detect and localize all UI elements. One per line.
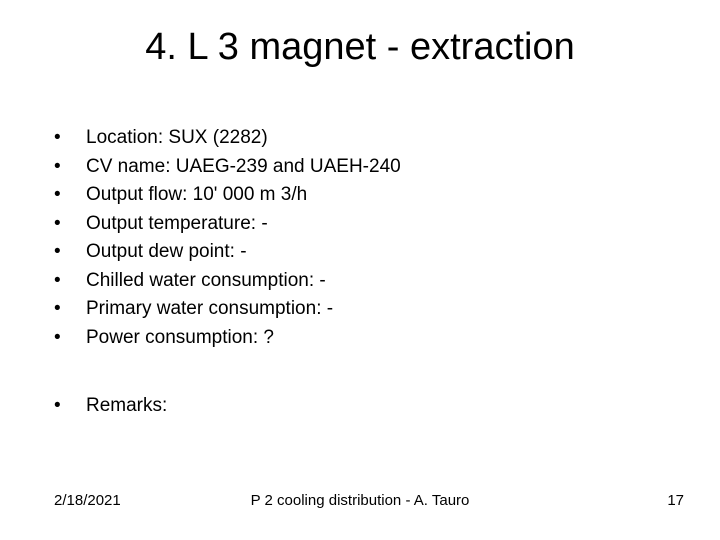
bullet-icon: • bbox=[54, 153, 86, 182]
list-item-text: Output flow: 10' 000 m 3/h bbox=[86, 181, 307, 210]
list-item: •CV name: UAEG-239 and UAEH-240 bbox=[54, 153, 401, 182]
list-item: •Primary water consumption: - bbox=[54, 295, 401, 324]
list-item-text: Primary water consumption: - bbox=[86, 295, 333, 324]
list-item: •Output temperature: - bbox=[54, 210, 401, 239]
remarks-label: Remarks: bbox=[86, 392, 167, 421]
bullet-icon: • bbox=[54, 210, 86, 239]
list-item-text: CV name: UAEG-239 and UAEH-240 bbox=[86, 153, 401, 182]
footer-center: P 2 cooling distribution - A. Tauro bbox=[0, 492, 720, 509]
slide-title: 4. L 3 magnet - extraction bbox=[0, 26, 720, 69]
list-item: •Location: SUX (2282) bbox=[54, 124, 401, 153]
list-item-text: Output dew point: - bbox=[86, 238, 247, 267]
bullet-icon: • bbox=[54, 295, 86, 324]
bullet-icon: • bbox=[54, 324, 86, 353]
list-item: •Remarks: bbox=[54, 392, 167, 421]
list-item-text: Power consumption: ? bbox=[86, 324, 274, 353]
bullet-icon: • bbox=[54, 124, 86, 153]
bullet-list: •Location: SUX (2282) •CV name: UAEG-239… bbox=[54, 124, 401, 352]
remarks-section: •Remarks: bbox=[54, 392, 167, 421]
footer-page-number: 17 bbox=[667, 492, 684, 509]
list-item-text: Output temperature: - bbox=[86, 210, 268, 239]
slide-footer: 2/18/2021 P 2 cooling distribution - A. … bbox=[0, 492, 720, 512]
bullet-icon: • bbox=[54, 181, 86, 210]
bullet-icon: • bbox=[54, 238, 86, 267]
list-item-text: Location: SUX (2282) bbox=[86, 124, 268, 153]
bullet-icon: • bbox=[54, 267, 86, 296]
bullet-icon: • bbox=[54, 392, 86, 421]
slide: 4. L 3 magnet - extraction •Location: SU… bbox=[0, 0, 720, 540]
list-item: •Chilled water consumption: - bbox=[54, 267, 401, 296]
list-item: •Power consumption: ? bbox=[54, 324, 401, 353]
list-item: •Output flow: 10' 000 m 3/h bbox=[54, 181, 401, 210]
list-item: •Output dew point: - bbox=[54, 238, 401, 267]
list-item-text: Chilled water consumption: - bbox=[86, 267, 326, 296]
